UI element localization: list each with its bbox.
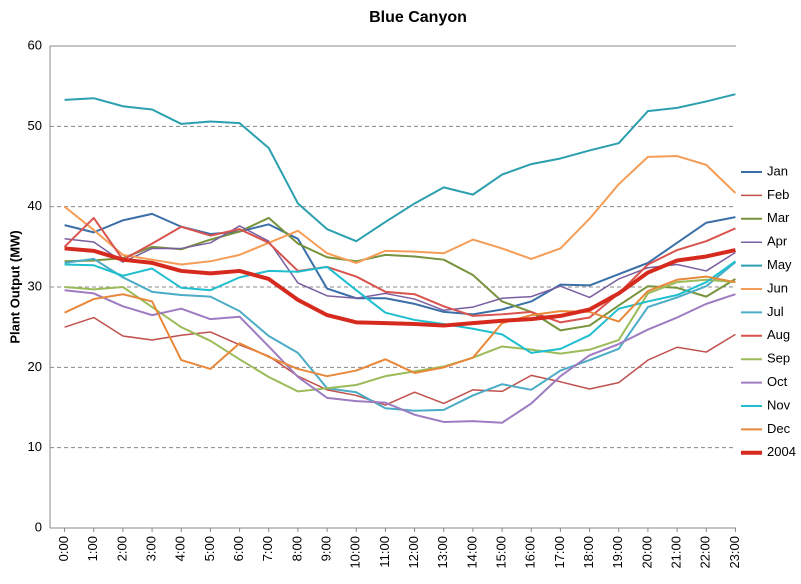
series-line <box>64 316 736 406</box>
series-line <box>64 225 736 312</box>
y-tick-label: 10 <box>28 439 42 454</box>
x-tick-label: 3:00 <box>144 536 159 561</box>
x-tick-label: 22:00 <box>698 536 713 569</box>
y-tick-label: 0 <box>35 519 42 534</box>
chart-title: Blue Canyon <box>369 9 467 26</box>
legend-label: Apr <box>767 234 788 249</box>
x-tick-label: 8:00 <box>289 536 304 561</box>
y-axis-label: Plant Output (MW) <box>7 230 22 343</box>
x-tick-label: 18:00 <box>581 536 596 569</box>
legend-label: Nov <box>767 397 791 412</box>
legend-label: Aug <box>767 327 790 342</box>
x-tick-label: 20:00 <box>639 536 654 569</box>
legend-label: Mar <box>767 210 790 225</box>
x-tick-label: 14:00 <box>464 536 479 569</box>
legend-label: Sep <box>767 351 790 366</box>
x-tick-label: 19:00 <box>610 536 625 569</box>
y-tick-label: 40 <box>28 198 42 213</box>
x-tick-label: 11:00 <box>377 536 392 568</box>
series-line <box>64 246 736 328</box>
y-tick-label: 50 <box>28 118 42 133</box>
series-line <box>64 278 736 393</box>
legend-label: Feb <box>767 187 789 202</box>
y-tick-label: 30 <box>28 278 42 293</box>
x-tick-label: 1:00 <box>85 536 100 561</box>
x-tick-label: 15:00 <box>494 536 509 569</box>
x-tick-label: 2:00 <box>114 536 129 561</box>
series-line <box>64 275 736 378</box>
legend-label: Jul <box>767 304 784 319</box>
x-tick-label: 23:00 <box>727 536 742 569</box>
x-tick-label: 16:00 <box>523 536 538 569</box>
x-tick-label: 10:00 <box>348 536 363 569</box>
x-tick-label: 4:00 <box>173 536 188 561</box>
legend-label: 2004 <box>767 444 796 459</box>
legend-label: Jan <box>767 163 788 178</box>
series-line <box>64 93 736 243</box>
y-tick-label: 60 <box>28 37 42 52</box>
legend-label: May <box>767 257 792 272</box>
x-tick-label: 21:00 <box>669 536 684 569</box>
x-tick-label: 7:00 <box>260 536 275 561</box>
series-line <box>64 260 736 354</box>
series-line <box>63 216 736 324</box>
x-tick-label: 0:00 <box>56 536 71 561</box>
legend-label: Dec <box>767 421 791 436</box>
x-tick-label: 9:00 <box>319 536 334 561</box>
legend-label: Oct <box>767 374 788 389</box>
x-tick-label: 13:00 <box>435 536 450 569</box>
series-line <box>63 155 737 266</box>
x-tick-label: 6:00 <box>231 536 246 561</box>
x-tick-label: 12:00 <box>406 536 421 569</box>
x-tick-label: 17:00 <box>552 536 567 569</box>
x-tick-label: 5:00 <box>202 536 217 561</box>
y-tick-label: 20 <box>28 359 42 374</box>
legend-label: Jun <box>767 280 788 295</box>
series-line <box>64 289 736 424</box>
series-line <box>64 212 736 316</box>
